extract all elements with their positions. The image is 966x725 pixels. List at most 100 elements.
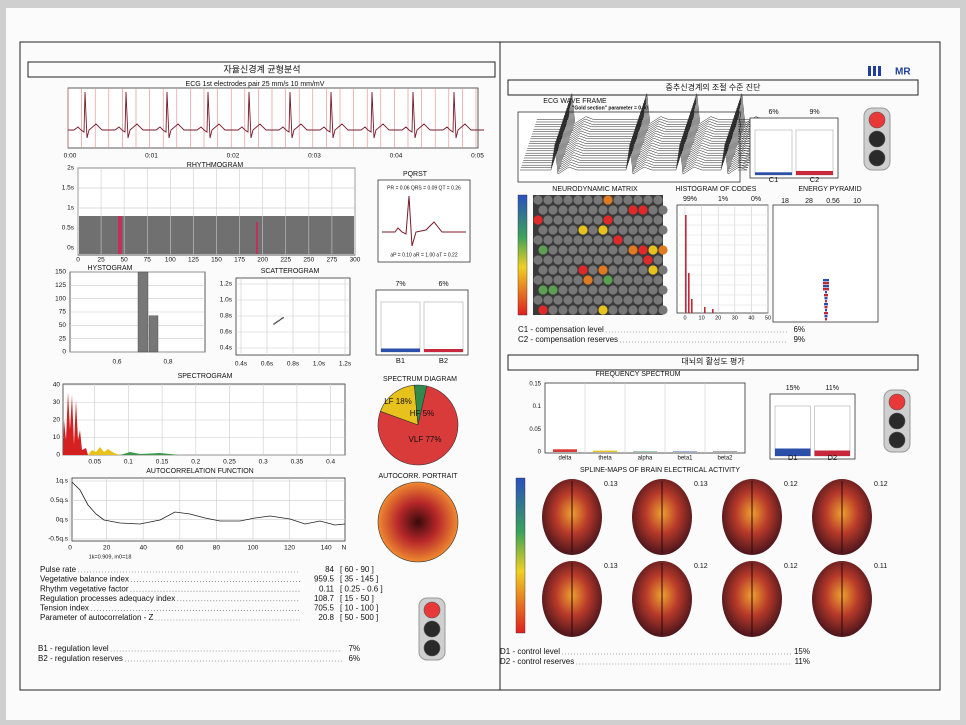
scatter-cluster [277, 320, 279, 323]
wave-line [528, 119, 756, 151]
wave-line [524, 129, 752, 161]
code-share: 99% [683, 196, 697, 203]
y-tick-label: 1s [67, 205, 75, 212]
matrix-cell [533, 235, 543, 245]
x-tick-label: 0,6 [112, 359, 121, 366]
y-tick-label: 2s [67, 165, 75, 172]
x-tick-label: alpha [638, 456, 653, 462]
x-tick-label: 25 [97, 257, 105, 264]
matrix-cell [543, 275, 553, 285]
matrix-cell [558, 285, 568, 295]
x-tick-label: 1.2s [339, 361, 352, 368]
matrix-cell [648, 265, 658, 275]
y-tick-label: 150 [55, 269, 66, 276]
matrix-cell [558, 225, 568, 235]
pyramid-step [823, 285, 829, 288]
chart-title: AUTOCORRELATION FUNCTION [146, 468, 253, 475]
y-tick-label: 0.4s [220, 345, 233, 352]
matrix-cell [583, 235, 593, 245]
spectrogram-vlf [63, 392, 88, 455]
code-bar [704, 307, 706, 313]
x-tick-label: 20 [103, 545, 111, 552]
code-bar [685, 215, 687, 313]
bar-category: D1 [788, 453, 798, 462]
bar-frame [769, 393, 856, 460]
matrix-cell [603, 255, 613, 265]
matrix-cell [568, 285, 578, 295]
matrix-cell [583, 295, 593, 305]
plot-frame [772, 204, 879, 323]
x-tick-label: 120 [284, 545, 295, 552]
map-value: 0.12 [784, 563, 798, 570]
y-tick-label: 1.0s [220, 297, 233, 304]
wave-line [532, 105, 760, 137]
pie-label: VLF 77% [409, 435, 442, 444]
scatter-cluster [278, 319, 281, 322]
matrix-cell [603, 275, 613, 285]
x-tick-label: 0:02 [227, 153, 240, 160]
index-name: Pulse rate [40, 565, 77, 574]
pyramid-label: 28 [805, 198, 813, 205]
matrix-cell [633, 195, 643, 205]
x-tick-label: 80 [213, 545, 221, 552]
x-tick-label: 175 [234, 257, 245, 264]
scatter-cluster [273, 323, 275, 325]
matrix-cell [563, 195, 573, 205]
chart-title: SCATTEROGRAM [261, 268, 320, 275]
index-value: 84 [325, 565, 334, 574]
matrix-cell [608, 205, 618, 215]
matrix-cell [538, 265, 548, 275]
code-share: 0% [751, 196, 761, 203]
index-name: Vegetative balance index [40, 575, 129, 584]
pqrst-intervals: PR = 0.06 QRS = 0.09 QT = 0.26 [387, 185, 461, 191]
x-tick-label: 0:05 [471, 153, 484, 160]
map-value: 0.12 [874, 481, 888, 488]
matrix-cell [543, 255, 553, 265]
pyramid-step [824, 312, 828, 315]
x-tick-label: 0.15 [156, 459, 169, 466]
pyramid-step [825, 318, 827, 321]
x-tick-label: 30 [732, 315, 738, 321]
code-bar [712, 309, 714, 313]
wave-line [525, 127, 753, 158]
logo-bar [868, 66, 871, 76]
light-lamp [888, 412, 906, 430]
matrix-cell [628, 305, 638, 315]
y-tick-label: 0q.s [56, 516, 69, 523]
bar-category: B1 [396, 356, 405, 365]
matrix-cell [603, 295, 613, 305]
matrix-cell [573, 195, 583, 205]
x-tick-label: 40 [748, 315, 754, 321]
matrix-cell [588, 225, 598, 235]
y-tick-label: 30 [53, 399, 61, 406]
matrix-cell [658, 305, 668, 315]
bar-category: C1 [769, 175, 779, 184]
chart-title: SPECTRUM DIAGRAM [383, 376, 457, 383]
wave-line [530, 112, 758, 144]
hystogram-bar [137, 271, 149, 353]
plot-frame [377, 179, 471, 263]
matrix-cell [653, 295, 663, 305]
matrix-cell [553, 255, 563, 265]
bar [424, 349, 463, 352]
matrix-cell [608, 265, 618, 275]
matrix-cell [548, 305, 558, 315]
matrix-cell [608, 225, 618, 235]
matrix-cell [533, 295, 543, 305]
index-name: Parameter of autocorrelation - Z [40, 613, 153, 622]
matrix-cell [618, 305, 628, 315]
scatter-cluster [281, 317, 283, 320]
value-label: 9% [809, 109, 819, 116]
index-range: [ 35 - 145 ] [340, 575, 378, 584]
matrix-cell [608, 305, 618, 315]
level-value: 6% [348, 654, 360, 663]
matrix-cell [543, 295, 553, 305]
matrix-cell [578, 305, 588, 315]
light-lamp [888, 393, 906, 411]
x-tick-label: 75 [144, 257, 152, 264]
scatter-cluster [275, 321, 278, 324]
matrix-cell [578, 225, 588, 235]
pie-slice [380, 384, 419, 426]
pyramid-step [823, 288, 829, 291]
pyramid-step [824, 297, 828, 300]
